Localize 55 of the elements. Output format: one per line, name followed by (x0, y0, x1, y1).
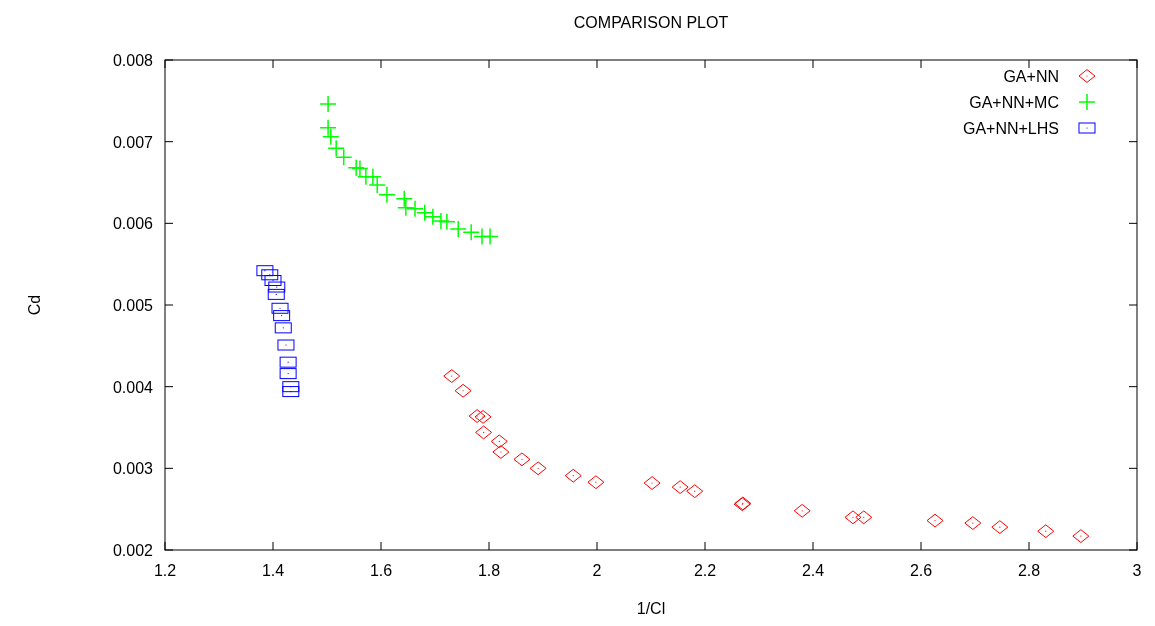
point (319, 119, 337, 137)
x-tick-label: 2 (592, 562, 602, 579)
x-axis-title: 1/Cl (636, 600, 666, 617)
point (443, 369, 461, 383)
point (468, 409, 486, 423)
point (492, 445, 510, 459)
x-tick-label: 1.6 (369, 562, 393, 579)
point (643, 476, 661, 490)
point (587, 475, 605, 490)
point (926, 513, 944, 528)
point (793, 503, 811, 518)
point (462, 223, 480, 242)
y-tick-label: 0.002 (112, 542, 154, 559)
point (490, 434, 508, 449)
point (1037, 524, 1055, 539)
y-axis-title: Cd (26, 294, 43, 316)
legend-label: GA+NN (1003, 68, 1059, 85)
point (397, 199, 415, 217)
point (432, 212, 450, 230)
point (322, 128, 340, 146)
point (319, 95, 337, 113)
point (855, 510, 873, 525)
legend-label: GA+NN+MC (969, 94, 1059, 111)
point (671, 480, 689, 495)
x-tick-label: 3 (1132, 562, 1142, 579)
point (424, 208, 442, 226)
point (481, 227, 499, 246)
x-tick-label: 2.2 (693, 562, 717, 579)
y-tick-label: 0.003 (112, 460, 154, 478)
point (364, 168, 382, 186)
chart-title: COMPARISON PLOT (573, 14, 729, 31)
point (964, 516, 982, 530)
point (1072, 529, 1090, 544)
point (564, 468, 582, 483)
legend-label: GA+NN+LHS (962, 120, 1059, 137)
point (991, 520, 1009, 535)
x-tick-label: 2.8 (1017, 562, 1041, 579)
point (529, 461, 547, 476)
y-tick-label: 0.007 (112, 133, 154, 151)
x-tick-label: 1.2 (153, 562, 177, 579)
x-tick-label: 1.8 (477, 562, 501, 579)
y-tick-label: 0.005 (112, 297, 154, 314)
y-tick-label: 0.006 (112, 215, 154, 233)
point (844, 510, 862, 525)
point (454, 383, 472, 398)
y-tick-label: 0.008 (112, 52, 154, 69)
y-tick-label: 0.004 (112, 378, 154, 396)
x-tick-label: 1.4 (261, 562, 285, 579)
point (686, 484, 704, 499)
point (513, 452, 531, 467)
point (415, 203, 434, 222)
x-tick-label: 2.6 (909, 562, 933, 579)
x-tick-label: 2.4 (801, 562, 825, 579)
point (474, 409, 492, 424)
point (475, 425, 493, 440)
